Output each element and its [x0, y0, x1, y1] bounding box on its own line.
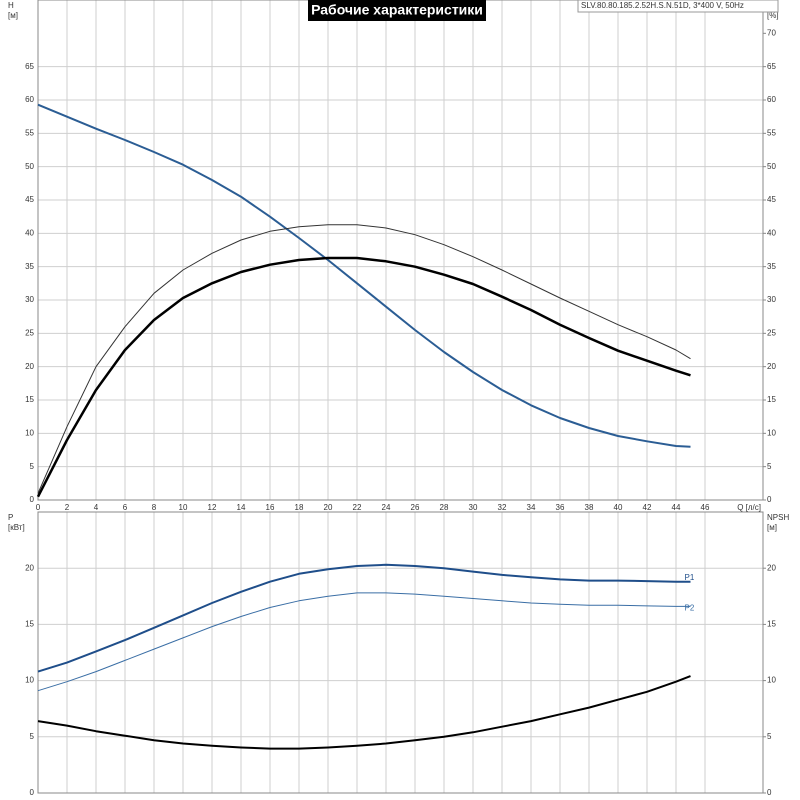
y2-tick-label: 0 — [767, 495, 772, 504]
subtitle-box — [577, 0, 779, 13]
x-tick-label: 42 — [643, 503, 652, 512]
y-tick-label: 35 — [25, 262, 34, 271]
x-tick-label: 10 — [179, 503, 188, 512]
y-tick-label: 50 — [25, 162, 34, 171]
series-label: P1 — [685, 573, 695, 582]
x-tick-label: 38 — [585, 503, 594, 512]
y2-tick-label: 70 — [767, 28, 776, 37]
series-line — [37, 103, 691, 448]
y-axis-label: P — [8, 513, 13, 522]
plot-frame — [37, 511, 764, 794]
y-tick-label: 25 — [25, 328, 34, 337]
y2-axis-unit: [м] — [767, 523, 777, 532]
series-label: P2 — [685, 604, 695, 613]
y2-tick-label: 65 — [767, 62, 776, 71]
y-tick-label: 40 — [25, 228, 34, 237]
y-axis-unit: [кВт] — [8, 523, 25, 532]
title-box — [308, 0, 486, 21]
y2-axis-label: NPSH — [767, 513, 789, 522]
x-tick-label: 30 — [469, 503, 478, 512]
y-tick-label: 15 — [25, 395, 34, 404]
chart-subtitle: SLV.80.80.185.2.52H.S.N.51D, 3*400 V, 50… — [581, 1, 744, 10]
y-axis-unit: [м] — [8, 11, 18, 20]
y2-tick-label: 0 — [767, 788, 772, 797]
chart-title: Рабочие характеристики — [311, 2, 483, 18]
x-tick-label: 6 — [123, 503, 128, 512]
y2-tick-label: 10 — [767, 428, 776, 437]
y-tick-label: 0 — [30, 495, 35, 504]
y-tick-label: 30 — [25, 295, 34, 304]
y-tick-label: 20 — [25, 362, 34, 371]
y-tick-label: 10 — [25, 428, 34, 437]
y2-tick-label: 15 — [767, 395, 776, 404]
x-tick-label: 36 — [556, 503, 565, 512]
y2-tick-label: 5 — [767, 732, 772, 741]
y2-tick-label: 20 — [767, 362, 776, 371]
series-line — [37, 563, 691, 673]
y2-tick-label: 30 — [767, 295, 776, 304]
x-tick-label: 28 — [440, 503, 449, 512]
y-tick-label: 15 — [25, 620, 34, 629]
series-line — [37, 592, 691, 692]
y2-tick-label: 15 — [767, 620, 776, 629]
y2-tick-label: 60 — [767, 95, 776, 104]
x-tick-label: 18 — [295, 503, 304, 512]
y-tick-label: 55 — [25, 128, 34, 137]
y-tick-label: 0 — [30, 788, 35, 797]
x-tick-label: 0 — [36, 503, 41, 512]
series-line — [36, 256, 691, 498]
x-tick-label: 16 — [266, 503, 275, 512]
y2-tick-label: 20 — [767, 563, 776, 572]
x-tick-label: 40 — [614, 503, 623, 512]
y2-tick-label: 10 — [767, 676, 776, 685]
x-tick-label: 8 — [152, 503, 157, 512]
x-tick-label: 32 — [498, 503, 507, 512]
x-tick-label: 2 — [65, 503, 70, 512]
x-tick-label: 24 — [382, 503, 391, 512]
y2-tick-label: 25 — [767, 328, 776, 337]
y-axis-label: H — [8, 1, 14, 10]
y2-axis-unit: [%] — [767, 11, 779, 20]
x-axis-label: Q [л/с] — [737, 503, 761, 512]
series-line — [37, 675, 691, 750]
y-tick-label: 65 — [25, 62, 34, 71]
y2-tick-label: 45 — [767, 195, 776, 204]
plot-frame — [37, 0, 764, 501]
x-tick-label: 34 — [527, 503, 536, 512]
series-line — [37, 224, 691, 494]
x-tick-label: 12 — [208, 503, 217, 512]
x-tick-label: 20 — [324, 503, 333, 512]
x-tick-label: 14 — [237, 503, 246, 512]
y-tick-label: 5 — [30, 462, 35, 471]
y-tick-label: 45 — [25, 195, 34, 204]
y2-tick-label: 50 — [767, 162, 776, 171]
x-tick-label: 26 — [411, 503, 420, 512]
y-tick-label: 20 — [25, 563, 34, 572]
y-tick-label: 60 — [25, 95, 34, 104]
y2-tick-label: 35 — [767, 262, 776, 271]
y2-tick-label: 5 — [767, 462, 772, 471]
x-tick-label: 22 — [353, 503, 362, 512]
y2-tick-label: 40 — [767, 228, 776, 237]
x-tick-label: 4 — [94, 503, 99, 512]
y2-tick-label: 55 — [767, 128, 776, 137]
x-tick-label: 46 — [701, 503, 710, 512]
x-tick-label: 44 — [672, 503, 681, 512]
y-tick-label: 5 — [30, 732, 35, 741]
y-tick-label: 10 — [25, 676, 34, 685]
